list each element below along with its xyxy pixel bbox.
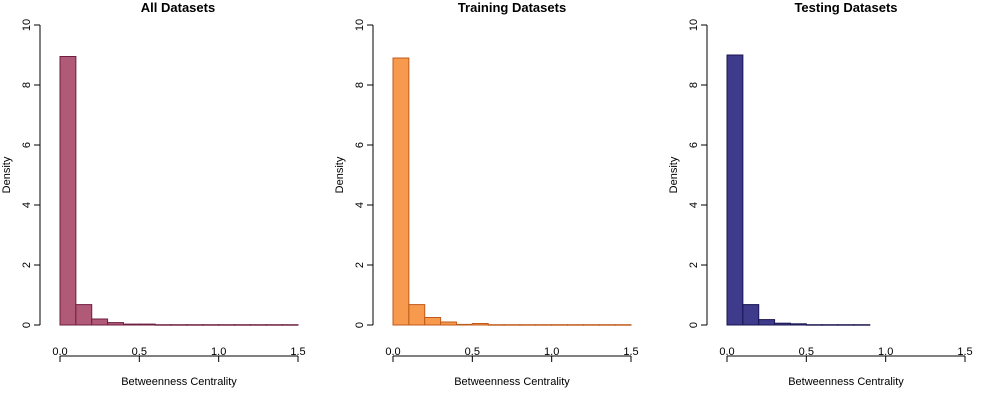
histogram-bar [471,323,489,326]
x-axis-label: Betweenness Centrality [788,376,904,388]
histogram-bar [821,324,839,326]
histogram-bar [138,323,156,326]
x-tick-label: 1.0 [544,346,559,358]
y-tick-label: 2 [354,262,366,268]
x-tick-label: 1.5 [290,346,305,358]
histogram-bar [535,324,553,326]
histogram-bar [805,324,823,326]
x-axis-label: Betweenness Centrality [454,376,570,388]
histogram-bar [424,317,442,326]
y-tick-label: 2 [688,262,700,268]
histogram-panel-1: All Datasets 0 2 4 6 8 10 Density 0.0 0.5 1.0 1.5 Be… [1,0,306,388]
histogram-bar [122,323,140,326]
chart-title: Testing Datasets [794,0,897,15]
histogram-bar [170,324,188,326]
histogram-bar [837,324,855,326]
x-tick-label: 0.5 [132,346,147,358]
y-tick-label: 4 [688,202,700,208]
histogram-bar [154,324,172,326]
histogram-bar [186,324,204,326]
histogram-bar [774,322,791,326]
histogram-bar [249,324,267,326]
histogram-bar [519,324,537,326]
x-tick-label: 1.0 [211,346,226,358]
histogram-bar [202,324,220,326]
histogram-bar [75,304,93,326]
x-axis-label: Betweenness Centrality [121,376,237,388]
histogram-bar [789,323,807,326]
y-tick-label: 8 [354,82,366,88]
histogram-bar [487,324,505,326]
histogram-panel-2: Training Datasets 0 2 4 6 8 10 Density 0.0 0.5 1.0… [334,0,639,388]
histogram-bar [107,322,124,326]
y-tick-label: 10 [688,19,700,31]
y-tick-label: 6 [688,142,700,148]
x-tick-label: 0.5 [465,346,480,358]
histogram-bar [582,324,600,326]
chart-title: Training Datasets [458,0,566,15]
y-tick-label: 4 [21,202,33,208]
histogram-bar [392,57,410,326]
y-tick-label: 6 [354,142,366,148]
histogram-bar [408,304,426,326]
histogram-panel-3: Testing Datasets 0 2 4 6 8 10 Density 0.0 0.5 1.0 1… [668,0,973,388]
x-tick-label: 0.0 [385,346,400,358]
histogram-bar [455,323,473,326]
x-tick-label: 0.5 [799,346,814,358]
x-tick-label: 1.5 [623,346,638,358]
histogram-bar [726,54,744,326]
histogram-bar [503,324,521,326]
histogram-bar [59,56,77,326]
y-tick-label: 10 [354,19,366,31]
x-tick-label: 0.0 [719,346,734,358]
y-axis-label: Density [334,156,346,193]
y-tick-label: 0 [21,322,33,328]
y-tick-label: 10 [21,19,33,31]
y-tick-label: 4 [354,202,366,208]
y-tick-label: 8 [21,82,33,88]
x-tick-label: 1.5 [957,346,972,358]
histogram-bar [742,304,760,326]
y-tick-label: 0 [354,322,366,328]
y-tick-label: 0 [688,322,700,328]
histogram-bar [598,324,616,326]
histogram-bar [234,324,251,326]
histogram-bar [281,324,299,326]
histogram-bar [91,318,109,326]
histogram-bar [614,324,632,326]
histogram-bar [551,324,569,326]
histogram-bar [265,324,283,326]
y-axis-label: Density [668,156,680,193]
x-tick-label: 0.0 [52,346,67,358]
histogram-bar [567,324,584,326]
histogram-bar [440,321,457,326]
histogram-bar [758,319,776,326]
y-tick-label: 6 [21,142,33,148]
y-tick-label: 8 [688,82,700,88]
y-tick-label: 2 [21,262,33,268]
x-tick-label: 1.0 [878,346,893,358]
chart-title: All Datasets [141,0,215,15]
y-axis-label: Density [1,156,13,193]
histogram-bar [218,324,236,326]
histogram-bar [853,324,871,326]
